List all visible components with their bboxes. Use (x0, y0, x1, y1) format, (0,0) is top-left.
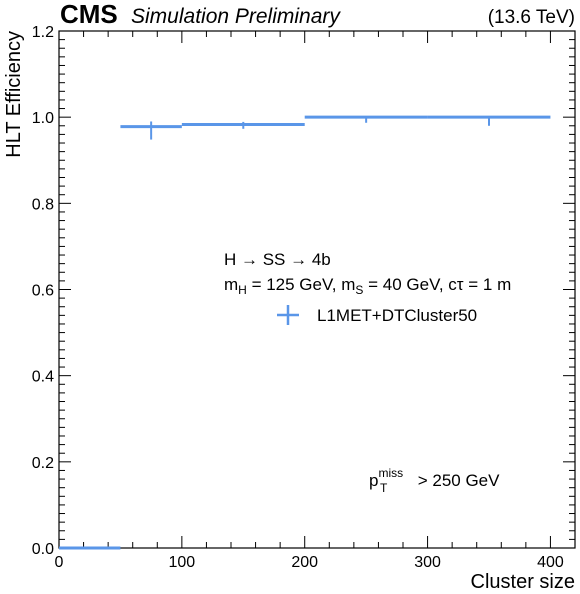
process-label: H → SS → 4b (224, 250, 331, 269)
met-subscript: T (380, 481, 388, 495)
x-tick-label: 300 (414, 554, 441, 571)
met-rest: > 250 GeV (413, 471, 500, 490)
legend: L1MET+DTCluster50 (277, 305, 477, 325)
y-tick-label: 0.4 (32, 369, 54, 386)
ms-subscript: S (355, 283, 363, 297)
data-marks (59, 115, 551, 550)
mass-params-label: mH = 125 GeV, mS = 40 GeV, cτ = 1 m (224, 275, 511, 297)
y-tick-label: 0.8 (32, 196, 54, 213)
x-tick-label: 0 (55, 554, 64, 571)
energy-label: (13.6 TeV) (488, 7, 575, 28)
x-axis-title: Cluster size (471, 571, 575, 593)
cms-label: CMS (60, 0, 118, 29)
y-axis-title: HLT Efficiency (3, 31, 25, 158)
y-tick-label: 1.0 (32, 110, 54, 127)
y-tick-label: 0.0 (32, 541, 54, 558)
axis-tick-labels: 0 100 200 300 400 0.0 0.2 0.4 0.6 0.8 1.0 1.2 (32, 24, 564, 571)
x-tick-label: 400 (537, 554, 564, 571)
mh-value: = 125 GeV, m (247, 275, 356, 294)
met-cut-label: pmiss T > 250 GeV (369, 466, 500, 495)
x-tick-label: 200 (291, 554, 318, 571)
y-tick-label: 0.6 (32, 283, 54, 300)
axis-ticks (58, 30, 576, 549)
met-base: p (369, 471, 378, 490)
x-tick-label: 100 (169, 554, 196, 571)
met-superscript: miss (378, 466, 403, 480)
legend-label: L1MET+DTCluster50 (317, 306, 477, 325)
y-tick-label: 1.2 (32, 24, 54, 41)
ms-value: = 40 GeV, cτ = 1 m (363, 275, 511, 294)
mh-prefix: m (224, 275, 238, 294)
simulation-preliminary-label: Simulation Preliminary (131, 5, 341, 28)
y-tick-label: 0.2 (32, 455, 54, 472)
mh-subscript: H (238, 283, 247, 297)
